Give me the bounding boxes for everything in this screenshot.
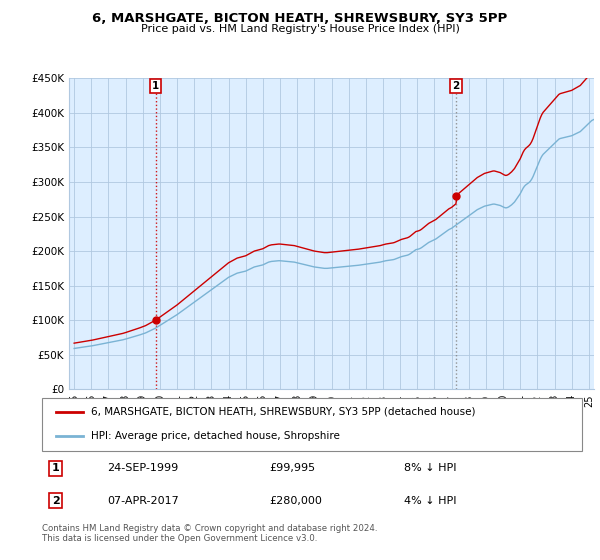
Text: 8% ↓ HPI: 8% ↓ HPI <box>404 464 457 473</box>
Text: Contains HM Land Registry data © Crown copyright and database right 2024.
This d: Contains HM Land Registry data © Crown c… <box>42 524 377 543</box>
Text: 1: 1 <box>152 81 159 91</box>
Text: HPI: Average price, detached house, Shropshire: HPI: Average price, detached house, Shro… <box>91 431 340 441</box>
Text: £99,995: £99,995 <box>269 464 315 473</box>
Text: Price paid vs. HM Land Registry's House Price Index (HPI): Price paid vs. HM Land Registry's House … <box>140 24 460 34</box>
Text: 24-SEP-1999: 24-SEP-1999 <box>107 464 178 473</box>
Text: 6, MARSHGATE, BICTON HEATH, SHREWSBURY, SY3 5PP: 6, MARSHGATE, BICTON HEATH, SHREWSBURY, … <box>92 12 508 25</box>
Text: 07-APR-2017: 07-APR-2017 <box>107 496 179 506</box>
Text: 4% ↓ HPI: 4% ↓ HPI <box>404 496 457 506</box>
Text: 1: 1 <box>52 464 59 473</box>
FancyBboxPatch shape <box>42 398 582 451</box>
Text: 6, MARSHGATE, BICTON HEATH, SHREWSBURY, SY3 5PP (detached house): 6, MARSHGATE, BICTON HEATH, SHREWSBURY, … <box>91 407 475 417</box>
Text: £280,000: £280,000 <box>269 496 322 506</box>
Text: 2: 2 <box>52 496 59 506</box>
Text: 2: 2 <box>452 81 460 91</box>
